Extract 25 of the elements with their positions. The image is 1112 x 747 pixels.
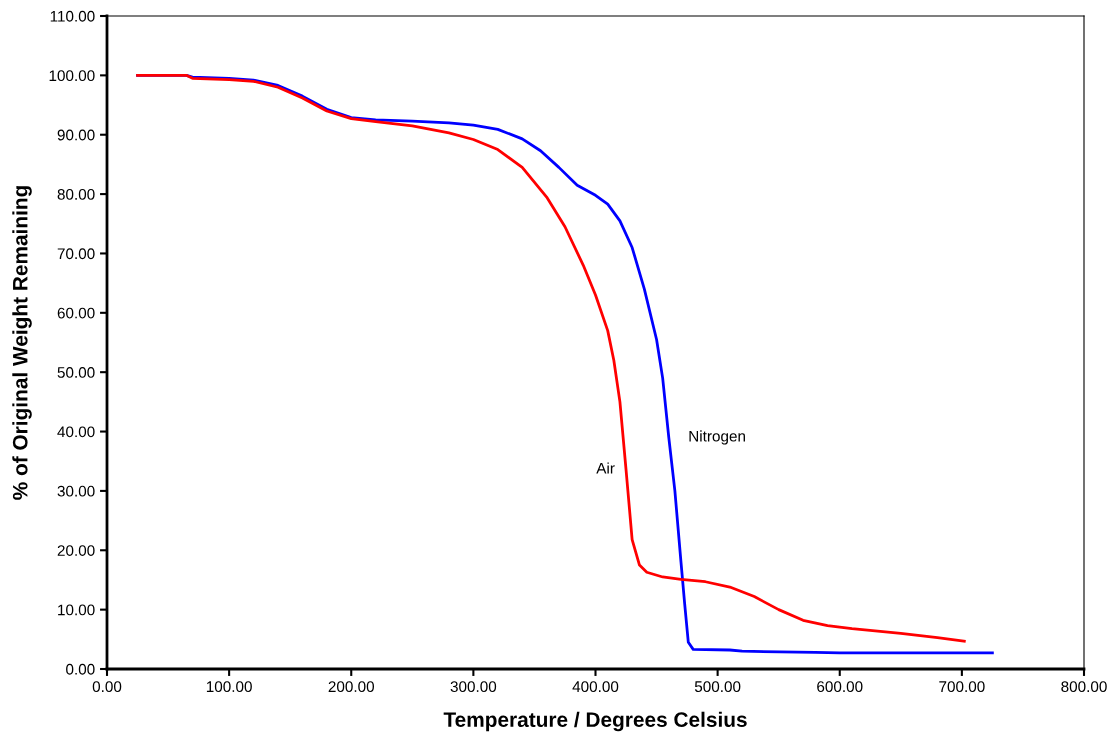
x-tick-label: 700.00 [939, 681, 985, 693]
y-tick-label: 40.00 [57, 426, 95, 438]
x-tick-label: 600.00 [817, 681, 863, 693]
x-tick-label: 100.00 [206, 681, 252, 693]
y-tick-label: 80.00 [57, 188, 95, 200]
x-tick-label: 200.00 [328, 681, 375, 693]
x-tick-label: 300.00 [450, 681, 497, 693]
y-tick-label: 20.00 [57, 545, 95, 556]
y-tick-label: 110.00 [50, 10, 95, 22]
series-label: Air [596, 462, 615, 474]
x-tick-label: 500.00 [694, 681, 741, 693]
x-axis-title: Temperature / Degrees Celsius [443, 711, 747, 732]
y-tick-label: 90.00 [57, 129, 95, 141]
x-tick-label: 800.00 [1061, 681, 1107, 693]
y-tick-label: 50.00 [57, 367, 95, 378]
y-tick-label: 10.00 [58, 604, 95, 616]
y-tick-label: 30.00 [57, 485, 95, 497]
y-axis-title: % of Original Weight Remaining [12, 186, 32, 500]
y-tick-label: 0.00 [66, 663, 95, 675]
y-tick-label: 70.00 [57, 248, 95, 260]
series-label: Nitrogen [689, 430, 745, 445]
x-tick-label: 0.00 [92, 681, 122, 693]
y-tick-label: 60.00 [57, 307, 95, 319]
y-tick-label: 100.00 [49, 70, 95, 82]
x-tick-label: 400.00 [572, 681, 619, 693]
